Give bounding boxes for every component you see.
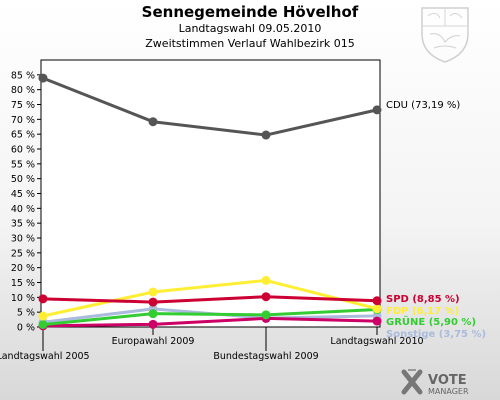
data-point-cdu — [148, 117, 158, 127]
data-point-fdp — [38, 311, 48, 321]
series-label-cdu: CDU (73,19 %) — [386, 100, 460, 111]
data-point-cdu — [261, 130, 271, 140]
y-tick-label: 65 % — [11, 130, 35, 141]
y-tick-label: 15 % — [11, 278, 35, 289]
coat-of-arms-icon — [421, 7, 469, 63]
chart-subtitle: Landtagswahl 09.05.2010 — [178, 22, 322, 35]
data-point-cdu — [372, 105, 382, 115]
y-tick-label: 60 % — [11, 145, 35, 156]
x-tick-label: Landtagswahl 2005 — [0, 351, 90, 362]
data-point-grüne — [38, 320, 48, 330]
series-label-spd: SPD (8,85 %) — [386, 294, 460, 305]
data-point-cdu — [38, 73, 48, 83]
x-tick-label: Landtagswahl 2010 — [330, 336, 423, 347]
series-line-grüne — [42, 307, 378, 327]
logo-subtext: MANAGER — [428, 387, 469, 396]
data-point-spd — [261, 292, 271, 302]
y-tick-label: 75 % — [11, 100, 35, 111]
x-tick-label: Europawahl 2009 — [112, 336, 195, 347]
data-point-linke — [372, 316, 382, 326]
y-tick-label: 45 % — [11, 189, 35, 200]
series-label-fdp: FDP (6,17 %) — [386, 306, 459, 317]
y-tick-label: 10 % — [11, 293, 35, 304]
y-tick-label: 80 % — [11, 85, 35, 96]
data-point-fdp — [372, 304, 382, 314]
y-tick-label: 70 % — [11, 115, 35, 126]
data-point-spd — [38, 294, 48, 304]
series-line-fdp — [42, 278, 378, 318]
plot-area — [40, 59, 381, 328]
x-tick-label: Bundestagswahl 2009 — [213, 351, 318, 362]
vote-manager-logo: VOTE MANAGER — [401, 369, 469, 396]
series-line-cdu — [42, 76, 378, 137]
series-label-grüne: GRÜNE (5,90 %) — [386, 314, 476, 328]
data-point-spd — [148, 297, 158, 307]
y-tick-label: 30 % — [11, 234, 35, 245]
y-tick-label: 20 % — [11, 263, 35, 274]
y-tick-label: 5 % — [17, 308, 35, 319]
data-point-grüne — [261, 310, 271, 320]
series-line-spd — [42, 295, 378, 304]
logo-text: VOTE — [428, 373, 467, 388]
series-label-sonstige: Sonstige (3,75 %) — [386, 329, 486, 340]
data-point-spd — [372, 296, 382, 306]
y-tick-label: 85 % — [11, 70, 35, 81]
series-line-linke — [42, 316, 378, 328]
y-tick-label: 40 % — [11, 204, 35, 215]
y-tick-label: 25 % — [11, 248, 35, 259]
y-tick-label: 35 % — [11, 219, 35, 230]
y-tick-label: 0 % — [17, 323, 35, 334]
data-point-grüne — [148, 309, 158, 319]
chart-subtitle-2: Zweitstimmen Verlauf Wahlbezirk 015 — [145, 37, 355, 50]
data-point-fdp — [261, 275, 271, 285]
data-point-linke — [148, 319, 158, 329]
chart-title: Sennegemeinde Hövelhof — [141, 3, 359, 21]
y-tick-label: 50 % — [11, 174, 35, 185]
data-point-fdp — [148, 287, 158, 297]
y-tick-label: 55 % — [11, 159, 35, 170]
